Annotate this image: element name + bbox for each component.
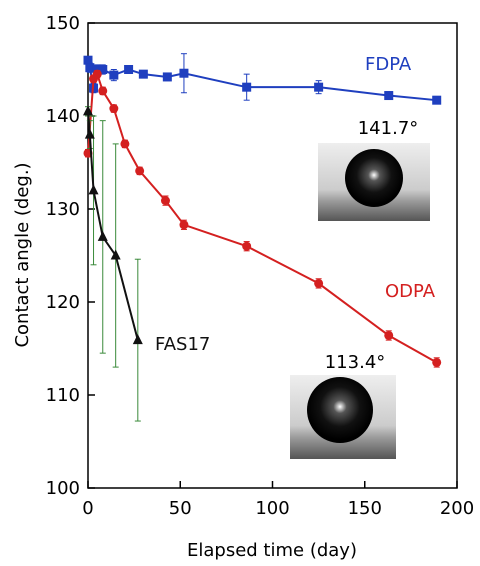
marker: [132, 334, 143, 345]
y-tick-label: 100: [46, 478, 80, 499]
annotation: 113.4°: [325, 352, 386, 373]
x-tick-label: 150: [348, 498, 382, 519]
marker: [84, 128, 95, 139]
y-tick-label: 150: [46, 13, 80, 34]
marker: [109, 104, 119, 114]
series-line: [87, 111, 139, 341]
marker: [98, 65, 108, 74]
marker: [242, 82, 252, 92]
marker: [432, 95, 442, 105]
y-tick-label: 110: [46, 385, 80, 406]
marker: [124, 65, 134, 74]
marker: [83, 55, 93, 65]
x-tick-label: 0: [82, 498, 93, 519]
marker: [384, 91, 394, 101]
marker: [120, 139, 130, 149]
marker: [98, 86, 108, 96]
y-tick-label: 140: [46, 106, 80, 127]
marker: [85, 63, 95, 73]
marker: [179, 220, 189, 230]
annotation: 141.7°: [358, 118, 419, 139]
marker: [97, 230, 108, 241]
y-tick-label: 130: [46, 199, 80, 220]
marker: [162, 72, 172, 82]
series-label: ODPA: [385, 281, 436, 302]
marker: [314, 82, 324, 92]
inset-image: [290, 143, 430, 459]
marker: [135, 166, 145, 176]
y-axis-label: Contact angle (deg.): [12, 162, 33, 347]
x-axis-label: Elapsed time (day): [187, 540, 357, 561]
x-tick-label: 50: [169, 498, 192, 519]
marker: [432, 357, 442, 367]
marker: [88, 184, 99, 195]
marker: [110, 249, 121, 260]
marker: [179, 68, 189, 78]
marker: [384, 330, 394, 340]
marker: [160, 196, 170, 206]
marker: [314, 278, 324, 288]
marker: [83, 105, 93, 116]
y-tick-label: 120: [46, 292, 80, 313]
marker: [92, 65, 102, 74]
series-label: FDPA: [365, 54, 412, 75]
plot-frame: [87, 22, 458, 489]
marker: [109, 70, 119, 80]
marker: [242, 241, 252, 251]
marker: [92, 69, 102, 79]
x-tick-label: 200: [440, 498, 474, 519]
series-label: FAS17: [155, 334, 210, 355]
x-tick-label: 100: [255, 498, 289, 519]
marker: [138, 69, 148, 79]
